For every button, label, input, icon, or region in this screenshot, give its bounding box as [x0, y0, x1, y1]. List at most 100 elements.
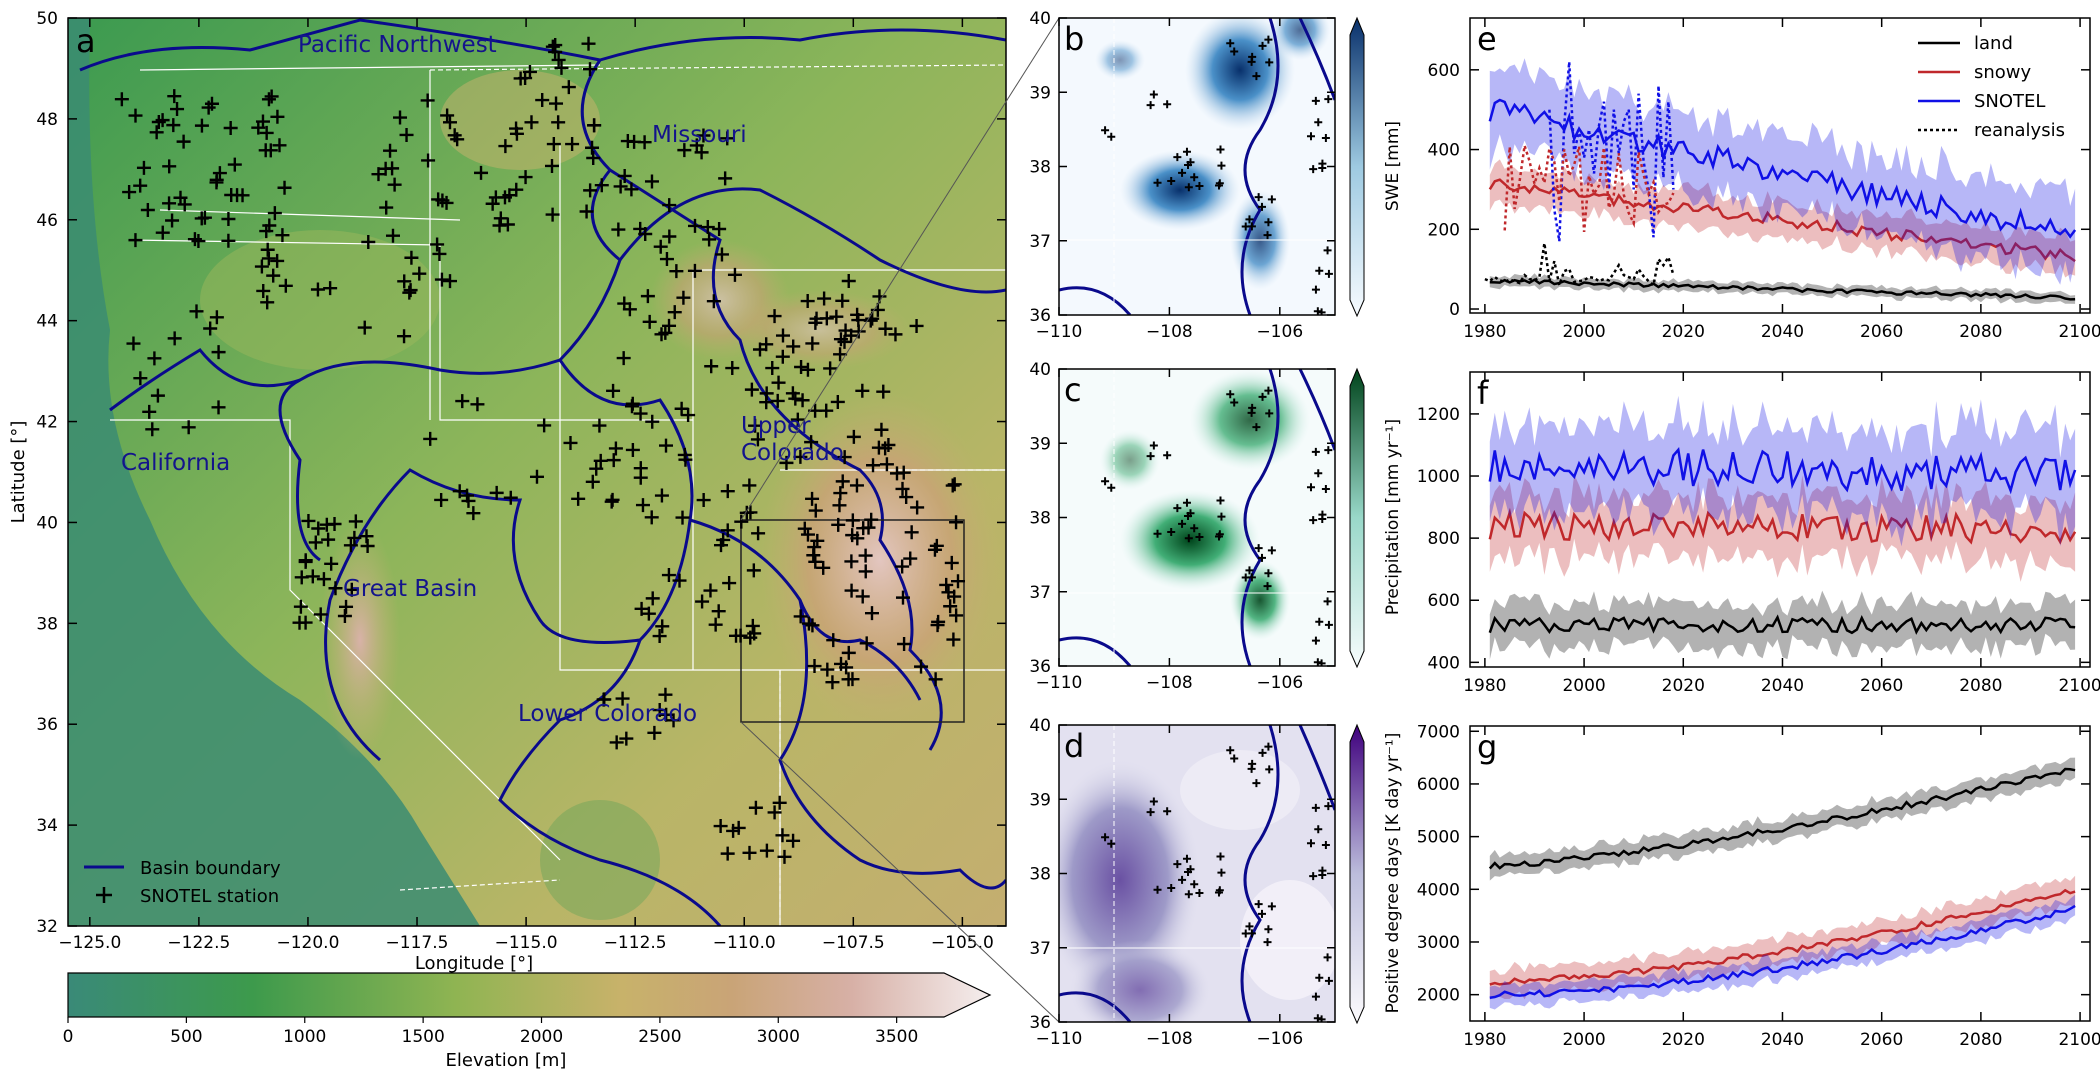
elevation-colorbar-tick: 2500: [638, 1027, 681, 1047]
inset-ytick-label: 36: [1029, 657, 1051, 677]
inset-xtick-label: −108: [1146, 673, 1193, 693]
ts-ytick-label: 3000: [1417, 933, 1460, 953]
elevation-colorbar-tick: 1000: [283, 1027, 326, 1047]
inset-xtick-label: −108: [1146, 1029, 1193, 1049]
elevation-colorbar-tick: 1500: [402, 1027, 445, 1047]
inset-ytick-label: 40: [1029, 716, 1051, 736]
elevation-colorbar-tick: 500: [170, 1027, 202, 1047]
ts-ytick-label: 400: [1428, 141, 1460, 161]
map-xtick-label: −112.5: [604, 933, 667, 953]
inset-ytick-label: 39: [1029, 434, 1051, 454]
elevation-colorbar-ticks: 0 500 1000 1500 2000 2500 3000 3500: [63, 1017, 918, 1047]
map-xtick-label: −115.0: [495, 933, 558, 953]
series-band-land: [1489, 757, 2076, 881]
map-xtick-label: −125.0: [58, 933, 121, 953]
ts-ytick-label: 400: [1428, 653, 1460, 673]
inset-ytick-label: 37: [1029, 939, 1051, 959]
ts-xtick-label: 2100: [2058, 676, 2100, 696]
inset-xtick-label: −110: [1036, 1029, 1083, 1049]
ts-xtick-label: 1980: [1463, 322, 1506, 342]
ts-xtick-label: 2040: [1761, 676, 1804, 696]
panel-a-axes: −125.0 −122.5 −120.0 −117.5 −115.0 −112.5 −110…: [36, 9, 1006, 953]
inset-xtick-label: −110: [1036, 322, 1083, 342]
pdd-colorbar-label: Positive degree days [K day yr⁻¹]: [1383, 733, 1403, 1014]
ts-ytick-label: 200: [1428, 220, 1460, 240]
snotel-stations: [114, 36, 965, 864]
legend-reanalysis: reanalysis: [1974, 120, 2065, 141]
panel-d: d −110 −108 −106 36 37 38 39 40 Positive degree…: [1029, 716, 1403, 1049]
region-labels: Pacific Northwest Missouri California Up…: [121, 32, 844, 727]
region-label-pacific-northwest: Pacific Northwest: [298, 32, 497, 58]
ts-ytick-label: 2000: [1417, 986, 1460, 1006]
panel-e: 1980 2000 2020 2040 2060 2080 2100 0 200 400 600 e…: [1428, 17, 2100, 342]
inset-ytick-label: 38: [1029, 509, 1051, 529]
inset-xtick-label: −106: [1256, 322, 1303, 342]
inset-xtick-label: −108: [1146, 322, 1193, 342]
ts-ytick-label: 600: [1428, 61, 1460, 81]
panel-letter-f: f: [1477, 374, 1489, 412]
ts-xtick-label: 2000: [1562, 322, 1605, 342]
inset-xtick-label: −110: [1036, 673, 1083, 693]
state-boundaries: [110, 64, 1006, 926]
timeseries-legend: land snowy SNOTEL reanalysis: [1918, 33, 2065, 141]
map-ytick-label: 40: [36, 513, 58, 533]
map-ylabel: Latitude [°]: [8, 421, 29, 524]
region-label-california: California: [121, 450, 230, 476]
map-xtick-label: −122.5: [167, 933, 230, 953]
panel-f: 1980 2000 2020 2040 2060 2080 2100 400 600 800 100…: [1417, 371, 2100, 696]
ts-xtick-label: 2080: [1959, 676, 2002, 696]
ts-ytick-label: 600: [1428, 591, 1460, 611]
inset-ytick-label: 38: [1029, 865, 1051, 885]
ts-xtick-label: 2080: [1959, 322, 2002, 342]
elevation-colorbar-tick: 3500: [875, 1027, 918, 1047]
elevation-colorbar-tick: 0: [63, 1027, 74, 1047]
ts-ytick-label: 7000: [1417, 722, 1460, 742]
basin-boundaries: [79, 18, 1006, 926]
series-line-land: [1489, 278, 2076, 301]
elevation-colorbar-tick: 3000: [757, 1027, 800, 1047]
ts-xtick-label: 2080: [1959, 1030, 2002, 1050]
elevation-colorbar: 0 500 1000 1500 2000 2500 3000 3500 Elevation […: [63, 972, 992, 1071]
series-line-snowy: [1489, 888, 2076, 986]
ts-xtick-label: 2000: [1562, 1030, 1605, 1050]
elevation-colorbar-label: Elevation [m]: [446, 1050, 567, 1071]
ts-xtick-label: 2040: [1761, 322, 1804, 342]
ts-xtick-label: 2100: [2058, 322, 2100, 342]
reanalysis-line: [1548, 61, 1675, 242]
zoom-connector-top: [740, 17, 1060, 521]
ts-xtick-label: 2020: [1662, 1030, 1705, 1050]
series-line-snotel: [1488, 446, 2077, 495]
map-xtick-label: −107.5: [822, 933, 885, 953]
elevation-map: [68, 18, 1006, 926]
inset-ytick-label: 39: [1029, 83, 1051, 103]
panel-letter-a: a: [76, 22, 96, 60]
series-band-snotel: [1489, 894, 2076, 1010]
ts-xtick-label: 2100: [2058, 1030, 2100, 1050]
ts-xtick-label: 2000: [1562, 676, 1605, 696]
reanalysis-line-snowy: [1503, 145, 1675, 233]
ts-ytick-label: 4000: [1417, 880, 1460, 900]
panel-c: c −110 −108 −106 36 37 38 39 40 Precipitation […: [1029, 360, 1403, 693]
map-xtick-label: −105.0: [931, 933, 994, 953]
inset-ytick-label: 37: [1029, 583, 1051, 603]
map-ytick-label: 42: [36, 413, 58, 433]
panel-letter-c: c: [1064, 371, 1082, 409]
pdd-colorbar: Positive degree days [K day yr⁻¹]: [1349, 723, 1403, 1025]
ts-ytick-label: 5000: [1417, 828, 1460, 848]
inset-ytick-label: 37: [1029, 232, 1051, 252]
map-ytick-label: 32: [36, 917, 58, 937]
series-line-land: [1488, 767, 2076, 870]
map-ytick-label: 36: [36, 715, 58, 735]
series-line-snotel: [1489, 904, 2076, 999]
series-band-snowy: [1489, 159, 2076, 278]
map-xtick-label: −110.0: [713, 933, 776, 953]
region-label-great-basin: Great Basin: [343, 576, 477, 602]
panel-g: 1980 2000 2020 2040 2060 2080 2100 2000 3000 4000…: [1417, 722, 2100, 1050]
legend-basin-boundary: Basin boundary: [140, 858, 281, 879]
legend-snotel-station: SNOTEL station: [140, 886, 279, 907]
ts-xtick-label: 2020: [1662, 322, 1705, 342]
legend-land: land: [1974, 33, 2013, 54]
swe-colorbar: SWE [mm]: [1349, 16, 1403, 318]
map-xlabel: Longitude [°]: [415, 953, 533, 974]
map-ytick-label: 38: [36, 614, 58, 634]
